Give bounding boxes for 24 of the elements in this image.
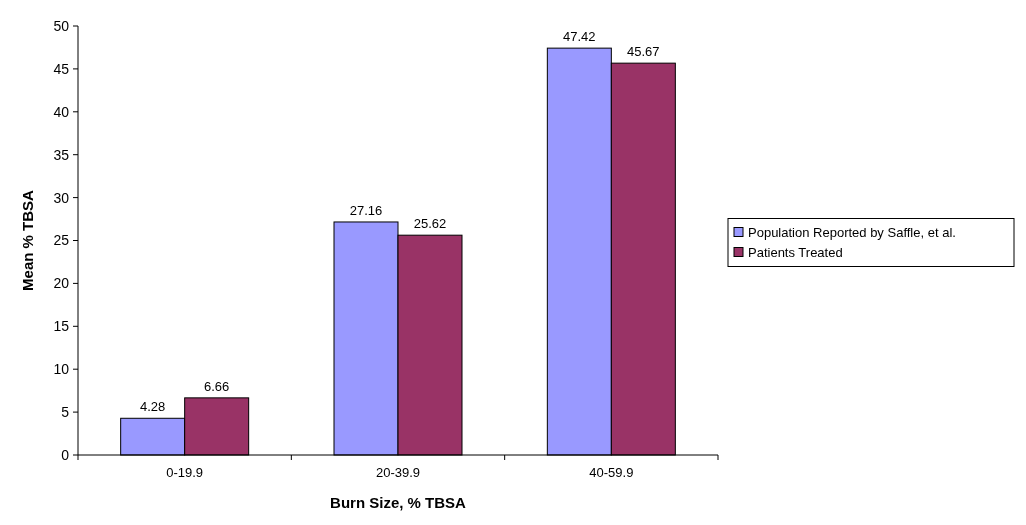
- data-label: 25.62: [413, 216, 447, 232]
- y-tick-label: 50: [53, 17, 70, 34]
- y-axis-title: Mean % TBSA: [19, 189, 36, 291]
- y-tick-label: 20: [53, 275, 70, 292]
- y-tick-label: 15: [53, 318, 70, 335]
- x-tick-label: 20-39.9: [375, 465, 421, 480]
- y-tick-label: 45: [53, 60, 70, 77]
- y-tick-label: 40: [53, 103, 70, 120]
- x-tick-label: 0-19.9: [166, 465, 204, 480]
- data-label: 4.28: [140, 399, 166, 415]
- data-label: 27.16: [349, 202, 383, 218]
- y-tick-label: 5: [61, 404, 70, 420]
- y-tick-label: 35: [53, 146, 70, 163]
- data-label: 45.67: [627, 44, 660, 60]
- y-tick-label: 25: [53, 232, 70, 249]
- x-tick-label: 40-59.9: [589, 465, 634, 480]
- y-tick-label: 10: [53, 361, 70, 378]
- y-tick-label: 0: [61, 446, 70, 463]
- data-label: 47.42: [563, 29, 596, 45]
- data-label: 6.66: [204, 378, 230, 394]
- y-tick-label: 30: [53, 189, 70, 206]
- legend-label: Patients Treated: [748, 244, 843, 260]
- legend-label: Population Reported by Saffle, et al.: [748, 224, 956, 240]
- x-axis-title: Burn Size, % TBSA: [330, 494, 467, 511]
